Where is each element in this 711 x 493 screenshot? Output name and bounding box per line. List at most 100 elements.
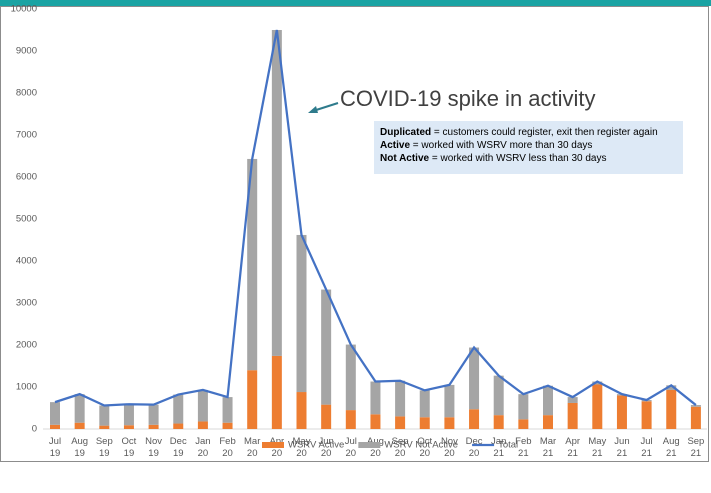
x-tick-label: Sep 20	[392, 436, 409, 459]
bar	[666, 385, 677, 390]
bar	[148, 424, 159, 429]
bar	[370, 414, 381, 429]
bar	[197, 421, 208, 429]
bar	[345, 344, 356, 411]
y-tick-label: 6000	[16, 172, 37, 183]
y-tick-label: 5000	[16, 214, 37, 225]
arrow-head	[308, 106, 318, 113]
bar	[395, 416, 406, 429]
bar	[444, 384, 455, 418]
x-tick-label: Feb 21	[515, 436, 531, 459]
bar	[419, 390, 430, 418]
x-tick-label: Oct 20	[417, 436, 432, 459]
bar	[419, 417, 430, 429]
top-strip	[0, 0, 711, 6]
bar	[616, 395, 627, 429]
x-tick-label: Jul 19	[49, 436, 61, 459]
legend-swatch	[358, 442, 381, 448]
bar	[173, 423, 184, 429]
bar	[271, 30, 282, 356]
bar	[99, 405, 110, 426]
x-tick-label: May 20	[293, 436, 311, 459]
y-tick-label: 3000	[16, 298, 37, 309]
bar	[543, 415, 553, 429]
x-tick-label: Jun 20	[318, 436, 333, 459]
x-tick-label: Nov 19	[145, 436, 162, 459]
note-term: Active	[380, 140, 410, 151]
bar	[74, 422, 85, 429]
y-tick-label: 8000	[16, 88, 37, 99]
y-tick-label: 10000	[11, 4, 37, 15]
bar	[690, 406, 701, 429]
bar	[567, 402, 578, 429]
bar	[148, 404, 159, 425]
bar	[173, 394, 184, 424]
x-tick-label: Jun 21	[614, 436, 629, 459]
bar	[641, 401, 652, 429]
annotation-arrow	[312, 102, 339, 112]
x-tick-label: Nov 20	[441, 436, 458, 459]
bar	[543, 385, 553, 416]
x-tick-label: Jul 20	[345, 436, 357, 459]
x-tick-label: Jan 20	[195, 436, 210, 459]
x-tick-label: Apr 21	[565, 436, 580, 459]
x-tick-label: Dec 20	[466, 436, 483, 459]
x-tick-label: Aug 20	[367, 436, 384, 459]
note-text: = worked with WSRV more than 30 days	[410, 140, 592, 151]
x-tick-label: Feb 20	[219, 436, 235, 459]
note-line: Duplicated = customers could register, e…	[380, 127, 658, 138]
note-line: Not Active = worked with WSRV less than …	[380, 153, 607, 164]
x-tick-label: Mar 21	[540, 436, 556, 459]
x-tick-label: Apr 20	[269, 436, 284, 459]
x-tick-label: Jan 21	[491, 436, 506, 459]
x-tick-label: Aug 19	[71, 436, 88, 459]
bar	[395, 380, 406, 417]
line	[54, 29, 697, 407]
note-text: = worked with WSRV less than 30 days	[429, 153, 606, 164]
bar	[222, 422, 233, 429]
note-box	[374, 121, 683, 174]
bar	[321, 404, 332, 429]
annotation: COVID-19 spike in activity	[340, 86, 596, 111]
x-tick-label: May 21	[588, 436, 606, 459]
x-tick-label: Oct 19	[122, 436, 137, 459]
bar	[296, 392, 307, 429]
x-tick-label: Jul 21	[641, 436, 653, 459]
bar	[271, 355, 282, 429]
bar	[345, 410, 356, 429]
bar	[247, 158, 258, 371]
y-tick-label: 1000	[16, 382, 37, 393]
x-tick-label: Mar 20	[244, 436, 260, 459]
bar	[592, 381, 603, 385]
x-tick-label: Dec 19	[170, 436, 187, 459]
bar	[99, 425, 110, 429]
bar	[690, 405, 701, 407]
bar	[74, 394, 85, 423]
note-term: Not Active	[380, 153, 430, 164]
bar	[469, 347, 480, 410]
bar	[370, 381, 381, 415]
y-tick-label: 4000	[16, 256, 37, 267]
legend-label: Total	[498, 440, 518, 451]
note-line: Active = worked with WSRV more than 30 d…	[380, 140, 592, 151]
legend-label: WSRV Active	[288, 440, 344, 451]
note-term: Duplicated	[380, 127, 431, 138]
legend-swatch	[262, 442, 284, 448]
y-tick-label: 7000	[16, 130, 37, 141]
bar	[123, 404, 134, 426]
x-tick-label: Aug 21	[663, 436, 680, 459]
legend-label: WSRV Not Active	[384, 440, 458, 451]
bar	[50, 402, 60, 425]
y-tick-label: 0	[32, 424, 37, 435]
y-tick-label: 2000	[16, 340, 37, 351]
bar	[518, 394, 529, 420]
bar	[247, 370, 258, 429]
note-text: = customers could register, exit then re…	[431, 127, 658, 138]
bar	[444, 417, 455, 429]
x-tick-label: Sep 21	[687, 436, 704, 459]
x-tick-label: Sep 19	[96, 436, 113, 459]
bar	[666, 389, 677, 429]
bar	[296, 234, 307, 393]
bar	[50, 424, 60, 429]
